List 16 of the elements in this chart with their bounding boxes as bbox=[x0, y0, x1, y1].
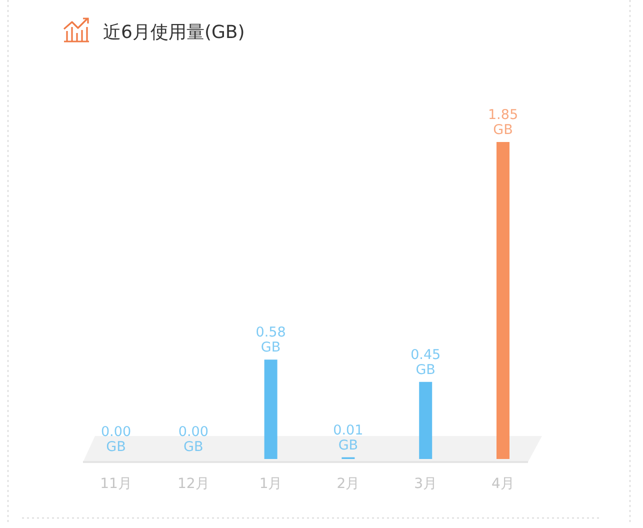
chart-title: 近6月使用量(GB) bbox=[103, 22, 245, 43]
x-tick-label: 1月 bbox=[259, 476, 282, 492]
bar bbox=[496, 142, 510, 459]
x-tick-label: 2月 bbox=[336, 476, 360, 492]
data-label: 0.01 GB bbox=[333, 422, 364, 454]
data-label: 0.00 GB bbox=[100, 424, 132, 455]
data-label: 0.00 GB bbox=[178, 424, 208, 455]
x-tick-label: 3月 bbox=[414, 476, 438, 492]
x-tick-label: 4月 bbox=[492, 476, 514, 492]
bar bbox=[419, 382, 432, 459]
data-label: 1.85 GB bbox=[488, 107, 518, 138]
x-tick-label: 12月 bbox=[177, 476, 210, 492]
data-label: 0.58 GB bbox=[256, 324, 286, 356]
bar bbox=[264, 360, 278, 459]
data-label: 0.45 GB bbox=[410, 346, 441, 378]
x-tick-label: 11月 bbox=[100, 476, 132, 492]
